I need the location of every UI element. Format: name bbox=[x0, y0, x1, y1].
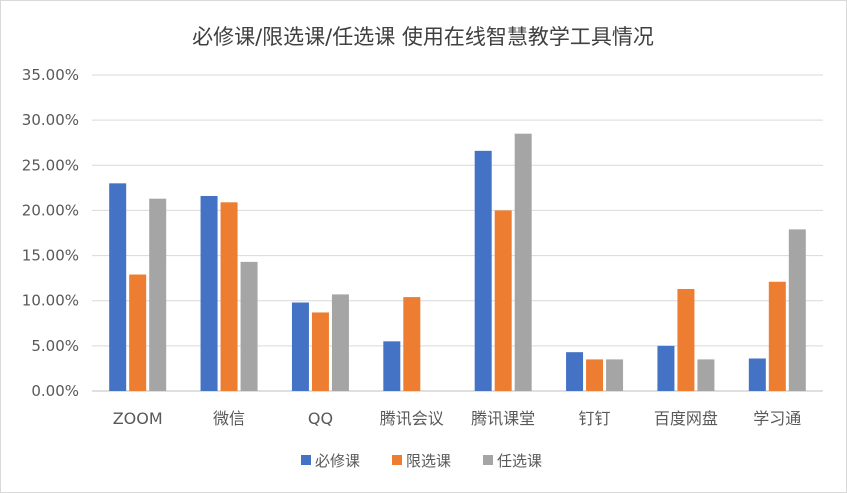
bar-2-4 bbox=[403, 297, 421, 391]
x-category-label: ZOOM bbox=[113, 409, 163, 428]
legend-label: 限选课 bbox=[406, 452, 451, 470]
bar-1-8 bbox=[748, 358, 766, 391]
y-tick-label: 10.00% bbox=[22, 292, 79, 310]
legend-swatch bbox=[483, 455, 493, 465]
bar-2-1 bbox=[129, 274, 147, 391]
bar-1-1 bbox=[109, 183, 127, 391]
bar-1-6 bbox=[566, 352, 584, 391]
bar-3-5 bbox=[514, 133, 532, 391]
bar-1-2 bbox=[200, 195, 218, 391]
x-category-label: 腾讯会议 bbox=[380, 409, 444, 428]
legend-label: 必修课 bbox=[315, 452, 360, 470]
y-tick-label: 25.00% bbox=[22, 156, 79, 174]
x-category-label: 腾讯课堂 bbox=[471, 409, 535, 428]
y-tick-label: 20.00% bbox=[22, 201, 79, 219]
y-tick-label: 15.00% bbox=[22, 247, 79, 265]
y-tick-label: 35.00% bbox=[22, 66, 79, 84]
y-tick-label: 30.00% bbox=[22, 111, 79, 129]
chart-title: 必修课/限选课/任选课 使用在线智慧教学工具情况 bbox=[192, 25, 654, 49]
legend-swatch bbox=[301, 455, 311, 465]
bar-2-5 bbox=[494, 210, 512, 391]
legend: 必修课 限选课 任选课 bbox=[301, 452, 542, 470]
x-category-label: 学习通 bbox=[753, 409, 801, 428]
bar-2-3 bbox=[311, 312, 329, 391]
bar-1-3 bbox=[291, 302, 309, 391]
bar-3-1 bbox=[149, 198, 167, 391]
x-axis-categories: ZOOM 微信 QQ 腾讯会议 腾讯课堂 钉钉 百度网盘 学习通 bbox=[113, 409, 802, 428]
bar-3-3 bbox=[331, 294, 349, 391]
x-category-label: 钉钉 bbox=[579, 409, 611, 428]
bar-2-2 bbox=[220, 202, 238, 391]
legend-swatch bbox=[392, 455, 402, 465]
bar-3-2 bbox=[240, 261, 258, 391]
bar-1-7 bbox=[657, 345, 675, 391]
bar-2-6 bbox=[586, 359, 604, 391]
bar-3-7 bbox=[697, 359, 715, 391]
y-tick-label: 0.00% bbox=[31, 382, 79, 400]
x-category-label: 百度网盘 bbox=[654, 409, 718, 428]
bar-1-5 bbox=[474, 150, 492, 391]
bar-2-8 bbox=[768, 281, 786, 391]
x-category-label: QQ bbox=[308, 409, 333, 428]
legend-label: 任选课 bbox=[497, 452, 542, 470]
bars bbox=[109, 133, 806, 391]
y-tick-label: 5.00% bbox=[31, 337, 79, 355]
bar-2-7 bbox=[677, 288, 695, 391]
y-axis-ticks: 0.00% 5.00% 10.00% 15.00% 20.00% 25.00% 30.00%… bbox=[22, 66, 79, 400]
bar-3-8 bbox=[788, 229, 806, 391]
bar-1-4 bbox=[383, 341, 401, 391]
x-category-label: 微信 bbox=[213, 409, 245, 428]
bar-3-6 bbox=[606, 359, 624, 391]
